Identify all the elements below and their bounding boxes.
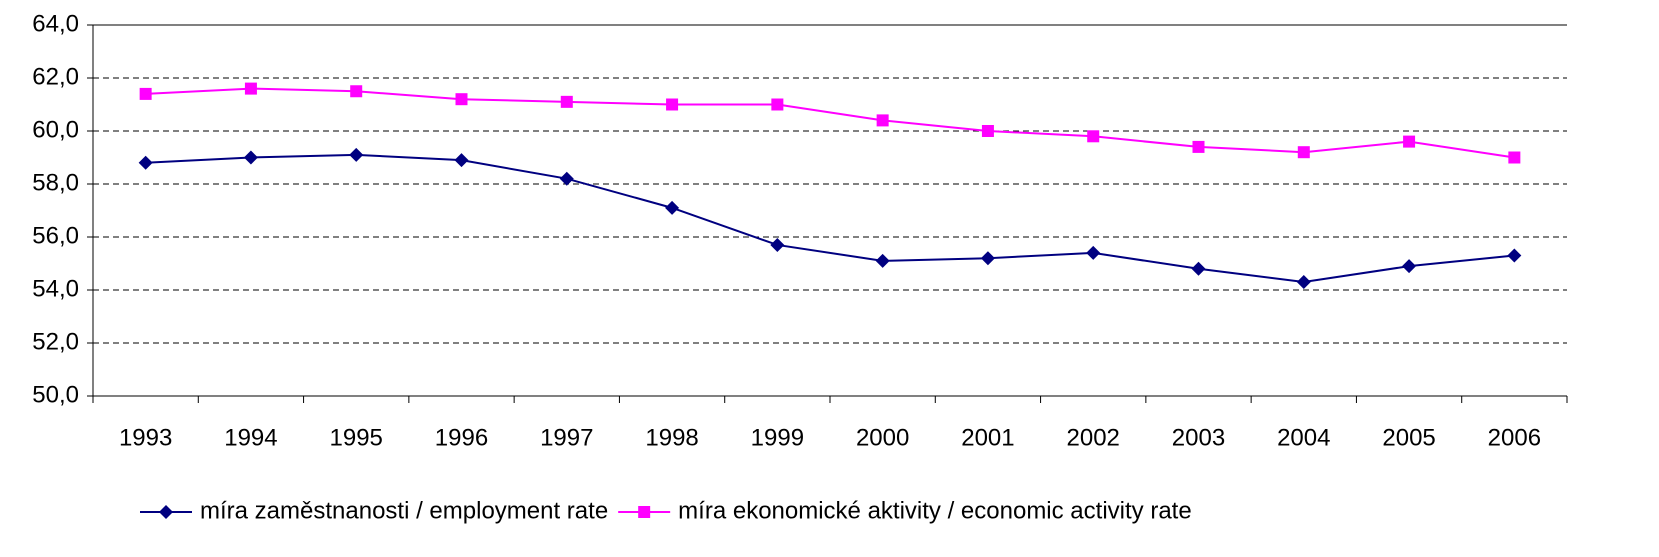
data-point [1508, 151, 1521, 164]
series-line [145, 153, 1515, 284]
y-tick-label: 52,0 [32, 328, 79, 355]
legend-marker [638, 506, 651, 518]
data-point [455, 93, 468, 106]
data-point [1191, 261, 1206, 276]
x-tick-label: 2005 [1382, 424, 1435, 451]
legend-label: míra ekonomické aktivity / economic acti… [678, 497, 1192, 524]
data-point [875, 253, 890, 268]
series-line [145, 87, 1515, 159]
x-tick-label: 2006 [1488, 424, 1541, 451]
x-tick-label: 2001 [961, 424, 1014, 451]
y-tick-label: 64,0 [32, 10, 79, 37]
legend-label: míra zaměstnanosti / employment rate [200, 497, 608, 524]
data-point [770, 237, 785, 252]
data-point [1296, 275, 1311, 290]
x-tick-label: 1997 [540, 424, 593, 451]
x-tick-label: 1994 [224, 424, 277, 451]
data-point [1086, 245, 1101, 260]
data-point [1402, 259, 1417, 274]
data-point [771, 98, 784, 111]
y-tick-label: 56,0 [32, 222, 79, 249]
y-tick-label: 50,0 [32, 381, 79, 408]
data-point [980, 251, 995, 266]
data-point [560, 95, 573, 108]
data-point [244, 82, 257, 95]
data-point [665, 200, 680, 215]
data-point [559, 171, 574, 186]
data-point [1087, 130, 1100, 143]
x-tick-label: 1995 [330, 424, 383, 451]
data-point [138, 155, 153, 170]
x-tick-label: 1996 [435, 424, 488, 451]
y-tick-label: 58,0 [32, 169, 79, 196]
y-tick-label: 62,0 [32, 63, 79, 90]
data-point [1403, 135, 1416, 148]
x-tick-label: 2000 [856, 424, 909, 451]
y-tick-label: 60,0 [32, 116, 79, 143]
y-tick-label: 54,0 [32, 275, 79, 302]
data-point [350, 85, 363, 98]
data-point [243, 150, 258, 165]
data-point [1192, 140, 1205, 153]
x-tick-label: 2002 [1067, 424, 1120, 451]
x-tick-label: 1999 [751, 424, 804, 451]
data-point [876, 114, 889, 127]
x-tick-label: 2004 [1277, 424, 1330, 451]
data-point [1507, 248, 1522, 263]
legend: míra zaměstnanosti / employment rate míra… [140, 497, 1192, 524]
x-tick-label: 1993 [119, 424, 172, 451]
data-point [981, 125, 994, 137]
x-tick-label: 2003 [1172, 424, 1225, 451]
data-point [454, 153, 469, 168]
x-tick-label: 1998 [645, 424, 698, 451]
data-point [666, 98, 679, 111]
data-point [1297, 146, 1310, 159]
data-point [139, 87, 152, 100]
data-point [349, 147, 364, 162]
legend-marker [159, 505, 173, 519]
